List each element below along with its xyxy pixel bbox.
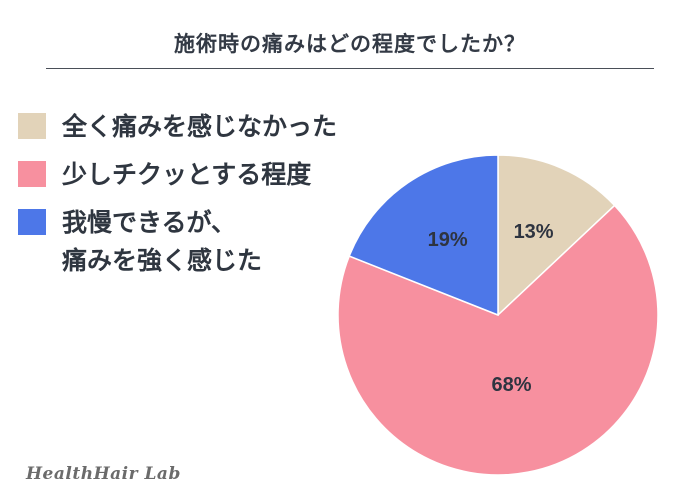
legend-label-strong-pain: 我慢できるが、 痛みを強く感じた	[62, 208, 263, 275]
pie-slice-strong-pain	[348, 154, 499, 317]
brand-logo-text: HealthHair Lab	[26, 464, 181, 484]
pie-labels: 13% 68% 19%	[428, 221, 554, 396]
legend-swatch-strong-pain	[18, 209, 46, 235]
pie-slices	[337, 154, 659, 476]
legend-item-slight-prick: 少しチクッとする程度	[18, 156, 418, 194]
pie-label-not-painful: 13%	[514, 221, 554, 243]
title-divider	[46, 68, 654, 69]
chart-title: 施術時の痛みはどの程度でしたか？	[174, 32, 526, 56]
legend-label-slight-prick: 少しチクッとする程度	[62, 160, 312, 189]
legend-swatch-not-painful	[18, 113, 46, 139]
pie-slice-slight-prick	[337, 204, 659, 476]
legend-item-not-painful: 全く痛みを感じなかった	[18, 108, 418, 146]
legend: 全く痛みを感じなかった 少しチクッとする程度 我慢できるが、 痛みを強く感じた	[18, 108, 418, 290]
legend-item-strong-pain: 我慢できるが、 痛みを強く感じた	[18, 204, 418, 280]
legend-swatch-slight-prick	[18, 161, 46, 187]
pie-label-slight-prick: 68%	[491, 374, 531, 396]
pie-label-strong-pain: 19%	[428, 229, 468, 251]
legend-label-not-painful: 全く痛みを感じなかった	[62, 112, 338, 141]
pie-slice-not-painful	[497, 154, 616, 317]
